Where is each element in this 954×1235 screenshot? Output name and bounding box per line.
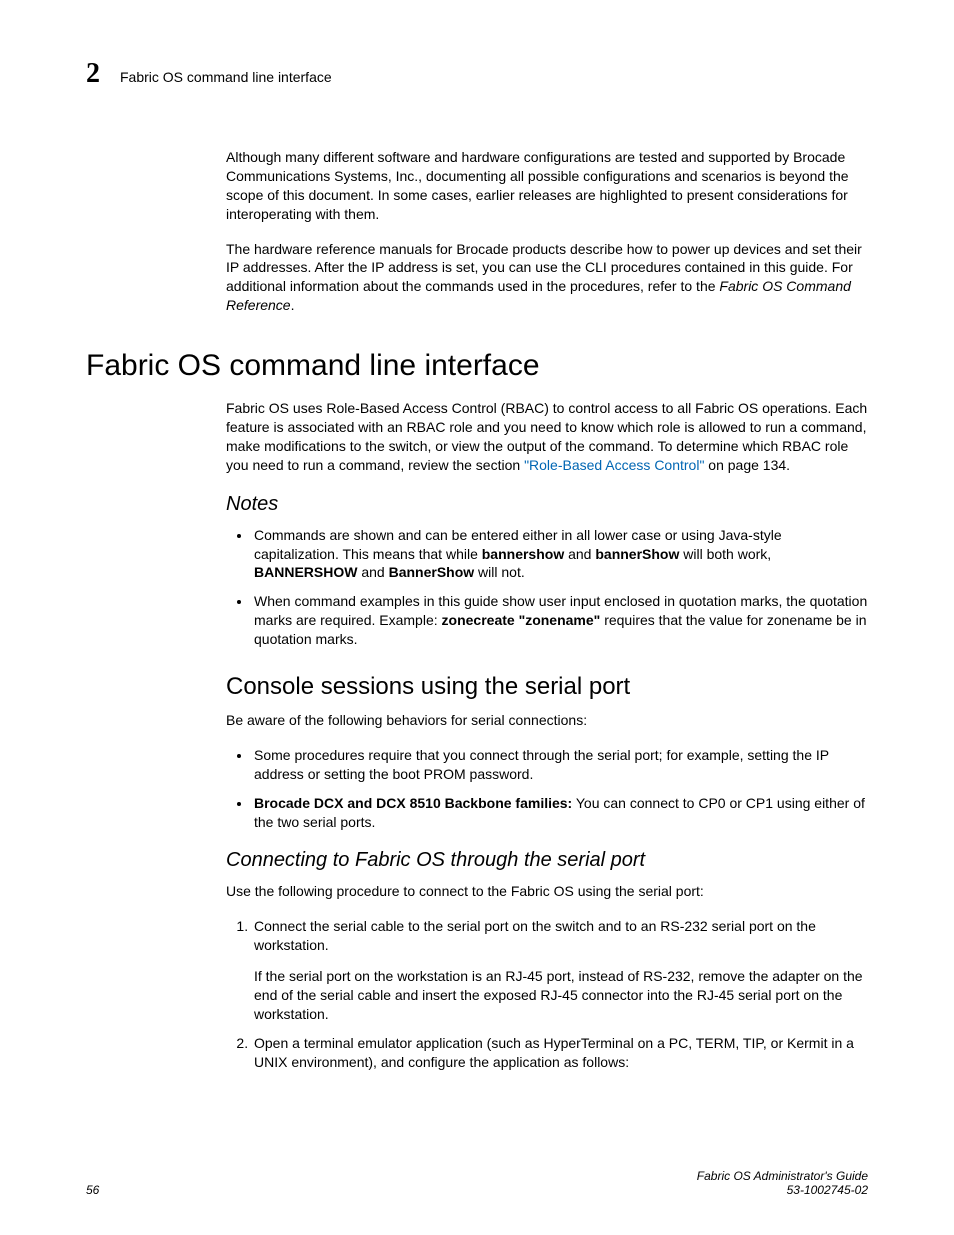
console-intro: Be aware of the following behaviors for …	[226, 711, 868, 730]
page: 2 Fabric OS command line interface Altho…	[0, 0, 954, 1235]
list-item: Connect the serial cable to the serial p…	[252, 917, 868, 1023]
list-item: Some procedures require that you connect…	[252, 746, 868, 784]
notes-heading: Notes	[226, 493, 868, 516]
intro-para-2: The hardware reference manuals for Broca…	[226, 240, 868, 316]
command: zonecreate "zonename"	[442, 612, 601, 628]
command: bannershow	[482, 546, 564, 562]
notes-list: Commands are shown and can be entered ei…	[226, 526, 868, 649]
text: will not.	[474, 564, 525, 580]
running-header: 2 Fabric OS command line interface	[86, 58, 868, 90]
console-list: Some procedures require that you connect…	[226, 746, 868, 832]
doc-number: 53-1002745-02	[787, 1183, 868, 1197]
running-title: Fabric OS command line interface	[120, 69, 332, 85]
intro-para-1: Although many different software and har…	[226, 148, 868, 224]
intro-block: Although many different software and har…	[226, 148, 868, 315]
list-item: Commands are shown and can be entered ei…	[252, 526, 868, 583]
procedure-list: Connect the serial cable to the serial p…	[226, 917, 868, 1071]
page-number: 56	[86, 1183, 99, 1197]
text: Connect the serial cable to the serial p…	[254, 918, 816, 953]
section-body: Fabric OS uses Role-Based Access Control…	[226, 399, 868, 1071]
command: bannerShow	[595, 546, 679, 562]
list-item: Open a terminal emulator application (su…	[252, 1034, 868, 1072]
page-footer: 56 Fabric OS Administrator's Guide 53-10…	[86, 1169, 868, 1197]
text: on page 134.	[704, 457, 790, 473]
text: will both work,	[679, 546, 771, 562]
command: BANNERSHOW	[254, 564, 357, 580]
section-heading: Fabric OS command line interface	[86, 349, 868, 383]
doc-title: Fabric OS Administrator's Guide	[697, 1169, 868, 1183]
rbac-para: Fabric OS uses Role-Based Access Control…	[226, 399, 868, 475]
text: and	[357, 564, 388, 580]
text: .	[291, 297, 295, 313]
step-note: If the serial port on the workstation is…	[254, 967, 868, 1024]
list-item: When command examples in this guide show…	[252, 592, 868, 649]
list-item: Brocade DCX and DCX 8510 Backbone famili…	[252, 794, 868, 832]
connecting-intro: Use the following procedure to connect t…	[226, 882, 868, 901]
cross-ref-link[interactable]: "Role-Based Access Control"	[524, 457, 704, 473]
product-label: Brocade DCX and DCX 8510 Backbone famili…	[254, 795, 572, 811]
command: BannerShow	[389, 564, 475, 580]
console-heading: Console sessions using the serial port	[226, 673, 868, 701]
chapter-number: 2	[86, 58, 100, 90]
footer-right: Fabric OS Administrator's Guide 53-10027…	[697, 1169, 868, 1197]
text: and	[564, 546, 595, 562]
connecting-heading: Connecting to Fabric OS through the seri…	[226, 849, 868, 872]
